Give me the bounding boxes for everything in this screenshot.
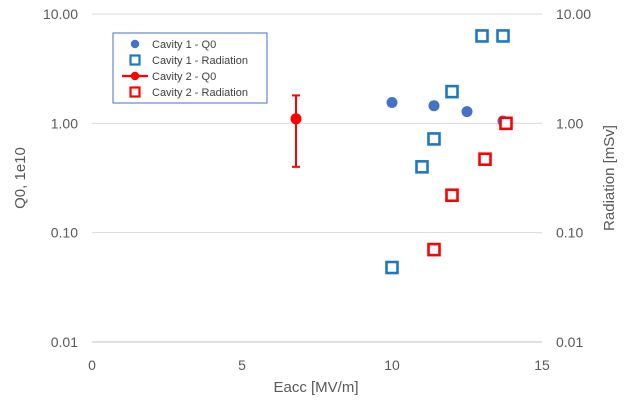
data-point (427, 132, 441, 146)
legend-entry: Cavity 1 - Radiation (129, 54, 248, 67)
grid-lines (92, 13, 542, 234)
legend-marker (129, 86, 141, 98)
data-point (461, 106, 473, 118)
y2-axis-ticks: 0.01 0.10 1.00 10.00 (556, 6, 591, 350)
legend: Cavity 1 - Q0 Cavity 1 - Radiation Cavity … (112, 32, 268, 104)
y-axis-title: Q0, 1e10 (12, 147, 29, 209)
x-tick-label: 10 (384, 357, 400, 373)
data-point (496, 29, 510, 43)
y2-tick-label: 10.00 (556, 6, 591, 22)
y2-tick-label: 0.01 (556, 334, 583, 350)
x-tick-label: 5 (238, 357, 246, 373)
y-tick-label: 0.01 (51, 334, 78, 350)
legend-marker (130, 71, 140, 81)
data-point (386, 97, 398, 109)
data-point (427, 242, 441, 257)
data-point (445, 188, 459, 203)
data-point (385, 260, 399, 275)
x-axis-title: Eacc [MV/m] (273, 379, 358, 396)
y-tick-label: 1.00 (51, 115, 78, 131)
data-point (290, 113, 302, 125)
y-tick-label: 10.00 (43, 6, 78, 22)
data-point (445, 84, 459, 99)
legend-label: Cavity 2 - Q0 (152, 71, 216, 83)
legend-marker (129, 54, 141, 66)
x-axis-ticks: 0 5 10 15 (88, 357, 550, 373)
data-point (428, 100, 440, 112)
y-axis-ticks: 0.01 0.10 1.00 10.00 (43, 6, 78, 350)
y2-axis-title: Radiation [mSv] (601, 125, 618, 231)
data-point (415, 160, 429, 174)
legend-entry: Cavity 2 - Q0 (122, 71, 216, 83)
legend-label: Cavity 2 - Radiation (152, 87, 248, 99)
legend-marker (130, 39, 140, 49)
legend-entry: Cavity 2 - Radiation (129, 86, 248, 99)
data-point (475, 29, 489, 43)
y2-tick-label: 1.00 (556, 115, 583, 131)
x-tick-label: 0 (88, 357, 96, 373)
data-points (290, 29, 513, 275)
legend-label: Cavity 1 - Radiation (152, 55, 248, 67)
y-tick-label: 0.10 (51, 225, 78, 241)
error-bar (292, 94, 300, 168)
legend-label: Cavity 1 - Q0 (152, 39, 216, 51)
data-point (478, 152, 492, 166)
y2-tick-label: 0.10 (556, 225, 583, 241)
legend-entry: Cavity 1 - Q0 (130, 39, 216, 51)
x-tick-label: 15 (534, 357, 550, 373)
data-point (499, 116, 513, 131)
